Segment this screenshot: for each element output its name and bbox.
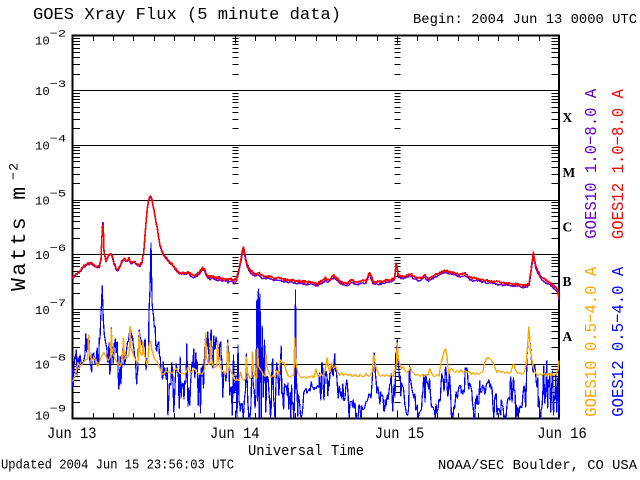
svg-text:B: B xyxy=(563,274,572,289)
svg-text:−8: −8 xyxy=(50,353,66,365)
svg-text:Jun 16: Jun 16 xyxy=(537,425,587,443)
svg-text:Updated 2004 Jun 15 23:56:03 U: Updated 2004 Jun 15 23:56:03 UTC xyxy=(1,459,234,474)
svg-text:GOES Xray Flux (5 minute data): GOES Xray Flux (5 minute data) xyxy=(33,6,341,25)
svg-text:GOES10 1.0−8.0 A: GOES10 1.0−8.0 A xyxy=(583,88,602,239)
svg-text:Jun 14: Jun 14 xyxy=(210,425,260,443)
svg-text:NOAA/SEC Boulder, CO USA: NOAA/SEC Boulder, CO USA xyxy=(438,458,638,474)
svg-text:−3: −3 xyxy=(50,79,66,91)
svg-text:10: 10 xyxy=(35,34,50,48)
svg-text:10: 10 xyxy=(35,85,50,99)
svg-text:GOES12 0.5−4.0 A: GOES12 0.5−4.0 A xyxy=(610,266,629,417)
svg-text:−9: −9 xyxy=(50,403,66,415)
svg-text:GOES10 0.5−4.0 A: GOES10 0.5−4.0 A xyxy=(583,266,602,417)
svg-text:GOES12 1.0−8.0 A: GOES12 1.0−8.0 A xyxy=(610,88,629,239)
svg-text:10: 10 xyxy=(35,304,50,318)
svg-text:A: A xyxy=(563,329,573,344)
svg-text:10: 10 xyxy=(35,194,50,208)
svg-text:M: M xyxy=(563,165,576,180)
svg-text:10: 10 xyxy=(35,140,50,154)
svg-text:Jun 13: Jun 13 xyxy=(47,425,97,443)
svg-text:−2: −2 xyxy=(50,28,66,40)
svg-text:−6: −6 xyxy=(50,243,66,255)
svg-text:Universal Time: Universal Time xyxy=(248,443,364,460)
svg-text:Begin: 2004 Jun 13 0000 UTC: Begin: 2004 Jun 13 0000 UTC xyxy=(413,12,637,28)
svg-text:X: X xyxy=(563,110,573,125)
svg-text:Jun 15: Jun 15 xyxy=(375,425,425,443)
svg-text:10: 10 xyxy=(35,359,50,373)
svg-text:Watts m: Watts m xyxy=(8,185,32,291)
svg-text:C: C xyxy=(563,220,573,235)
svg-text:−7: −7 xyxy=(50,298,66,310)
svg-text:−2: −2 xyxy=(7,161,22,180)
svg-text:−4: −4 xyxy=(50,134,66,146)
svg-text:−5: −5 xyxy=(50,188,66,200)
svg-text:10: 10 xyxy=(35,249,50,263)
svg-text:10: 10 xyxy=(35,409,50,423)
